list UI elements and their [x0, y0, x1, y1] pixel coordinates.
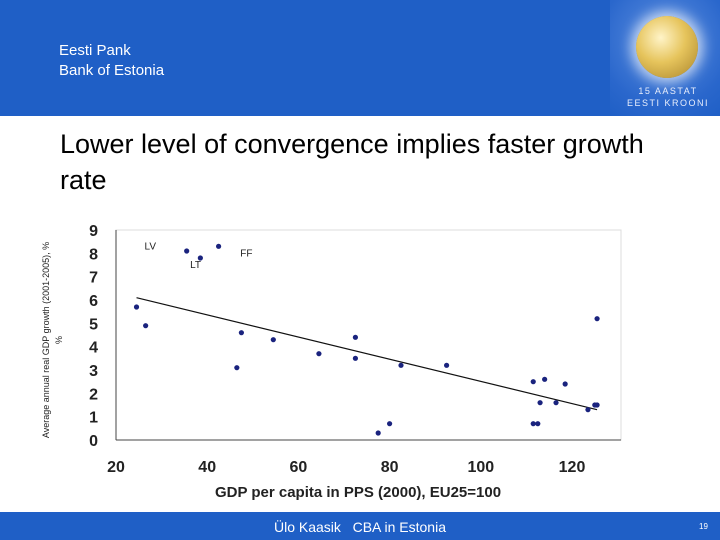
y-tick-label: 5	[89, 316, 98, 333]
y-axis-label-unit: %	[54, 336, 64, 344]
data-point	[542, 376, 548, 382]
x-tick-label: 100	[467, 459, 494, 476]
data-point	[444, 362, 450, 368]
data-point	[594, 316, 600, 322]
bank-name-english: Bank of Estonia	[59, 62, 165, 79]
data-point	[184, 248, 190, 254]
x-tick-label: 20	[107, 459, 125, 476]
data-point	[562, 381, 568, 387]
data-points	[133, 243, 600, 436]
data-point	[143, 323, 149, 329]
annotation-lv: LV	[145, 241, 157, 252]
presenter-name: Ülo Kaasik	[274, 519, 341, 535]
y-tick-label: 7	[89, 270, 98, 287]
data-point	[387, 421, 393, 427]
x-axis-label: GDP per capita in PPS (2000), EU25=100	[215, 484, 501, 501]
data-point	[594, 402, 600, 408]
data-point	[375, 430, 381, 436]
bank-name-estonian: Eesti Pank	[59, 42, 131, 59]
footer-text: Ülo Kaasik CBA in Estonia	[0, 519, 720, 535]
data-point	[270, 337, 276, 343]
data-point	[316, 351, 322, 357]
data-point	[234, 365, 240, 371]
bank-name: Eesti Pank Bank of Estonia	[59, 41, 164, 81]
slide-footer: Ülo Kaasik CBA in Estonia 19	[0, 512, 720, 540]
page-number: 19	[699, 522, 708, 531]
data-point	[352, 334, 358, 340]
x-tick-labels: 20 40 60 80 100 120	[107, 459, 585, 476]
data-point	[530, 379, 536, 385]
y-tick-label: 2	[89, 386, 98, 403]
data-point	[133, 304, 140, 310]
data-point	[535, 421, 541, 427]
annotation-ff: FF	[240, 248, 252, 259]
data-point	[553, 400, 559, 406]
presentation-topic: CBA in Estonia	[352, 519, 446, 535]
y-tick-label: 3	[89, 363, 98, 380]
x-tick-label: 60	[290, 459, 308, 476]
y-tick-label: 4	[89, 340, 98, 357]
annotation-lt: LT	[190, 260, 201, 271]
x-tick-label: 40	[198, 459, 216, 476]
x-tick-label: 80	[381, 459, 399, 476]
y-tick-label: 9	[89, 223, 98, 240]
x-tick-label: 120	[559, 459, 586, 476]
data-point	[197, 255, 203, 261]
y-tick-label: 0	[89, 433, 98, 450]
y-tick-label: 1	[89, 410, 98, 427]
country-annotations: LV LT FF	[145, 241, 253, 271]
data-point	[238, 330, 244, 336]
y-axis-label: Average annual real GDP growth (2001-200…	[41, 242, 51, 438]
data-point	[585, 407, 591, 413]
y-tick-labels: 0 1 2 3 4 5 6 7 8 9	[89, 223, 98, 450]
data-point	[398, 362, 404, 368]
gold-coin-icon	[636, 16, 698, 78]
data-point	[530, 421, 536, 427]
y-tick-label: 8	[89, 246, 98, 263]
slide-title: Lower level of convergence implies faste…	[60, 129, 644, 195]
trend-line	[136, 297, 598, 411]
slide-header: Eesti Pank Bank of Estonia 15 AASTAT EES…	[0, 0, 720, 116]
data-point	[537, 400, 543, 406]
y-tick-label: 6	[89, 293, 98, 310]
data-point	[352, 355, 358, 361]
data-point	[216, 243, 222, 249]
kroon-anniversary-logo: 15 AASTAT EESTI KROONI	[610, 0, 720, 116]
logo-text-years: 15 AASTAT	[638, 86, 698, 96]
logo-text-kroon: EESTI KROONI	[626, 98, 709, 108]
